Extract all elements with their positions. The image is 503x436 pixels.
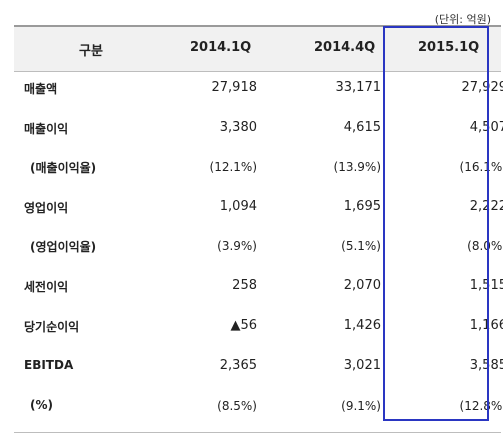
cell-value: (16.1%)	[459, 160, 503, 174]
header-2014-4q: 2014.4Q	[314, 40, 376, 55]
cell-value: (13.9%)	[333, 160, 381, 174]
cell-value: 27,929	[461, 80, 503, 95]
row-label: EBITDA	[24, 358, 74, 372]
table-row: 영업이익 1,094 1,695 2,222	[14, 188, 503, 227]
row-label: (매출이익율)	[30, 161, 97, 175]
table-row: (매출이익율) (12.1%) (13.9%) (16.1%)	[14, 148, 503, 187]
row-label: 매출액	[24, 82, 58, 96]
cell-value: 4,507	[469, 120, 503, 135]
table-row: 세전이익 258 2,070 1,515	[14, 267, 503, 306]
cell-value: 1,515	[469, 278, 503, 293]
header-2015-1q: 2015.1Q	[418, 40, 480, 55]
cell-value: (9.1%)	[341, 399, 381, 413]
row-label: 당기순이익	[24, 320, 80, 334]
cell-value: (12.8%)	[459, 399, 503, 413]
cell-value: 2,070	[343, 278, 381, 293]
cell-value: 33,171	[335, 80, 382, 95]
table-header: 구분 2014.1Q 2014.4Q 2015.1Q	[14, 25, 501, 72]
cell-value: (3.9%)	[217, 239, 257, 253]
cell-value: 2,222	[469, 199, 503, 214]
highlight-box-2015-1q	[383, 26, 489, 421]
row-label: (%)	[30, 398, 53, 412]
cell-value: 1,426	[343, 318, 381, 333]
table-row: (%) (8.5%) (9.1%) (12.8%)	[14, 387, 503, 426]
cell-value: ▲56	[230, 318, 257, 333]
row-label: 세전이익	[24, 280, 69, 294]
cell-value: 1,094	[219, 199, 257, 214]
cell-value: 27,918	[211, 80, 258, 95]
cell-value: 258	[232, 278, 257, 293]
cell-value: (12.1%)	[209, 160, 257, 174]
table-row: EBITDA 2,365 3,021 3,585	[14, 347, 503, 386]
row-label: 영업이익	[24, 201, 69, 215]
row-label: 매출이익	[24, 122, 69, 136]
table-row: 매출이익 3,380 4,615 4,507	[14, 109, 503, 148]
cell-value: 4,615	[343, 120, 381, 135]
cell-value: 1,166	[469, 318, 503, 333]
table-row: 당기순이익 ▲56 1,426 1,166	[14, 307, 503, 346]
cell-value: 3,380	[219, 120, 257, 135]
cell-value: 3,585	[469, 358, 503, 373]
table-row: (영업이익율) (3.9%) (5.1%) (8.0%)	[14, 227, 503, 266]
header-category: 구분	[79, 44, 103, 59]
header-2014-1q: 2014.1Q	[190, 40, 252, 55]
unit-note: (단위: 억원)	[434, 13, 491, 26]
cell-value: (8.0%)	[467, 239, 503, 253]
table-row: 매출액 27,918 33,171 27,929	[14, 69, 503, 108]
table-bottom-rule	[14, 432, 501, 433]
cell-value: 1,695	[343, 199, 381, 214]
cell-value: (8.5%)	[217, 399, 257, 413]
cell-value: (5.1%)	[341, 239, 381, 253]
cell-value: 2,365	[219, 358, 257, 373]
cell-value: 3,021	[343, 358, 381, 373]
row-label: (영업이익율)	[30, 240, 97, 254]
